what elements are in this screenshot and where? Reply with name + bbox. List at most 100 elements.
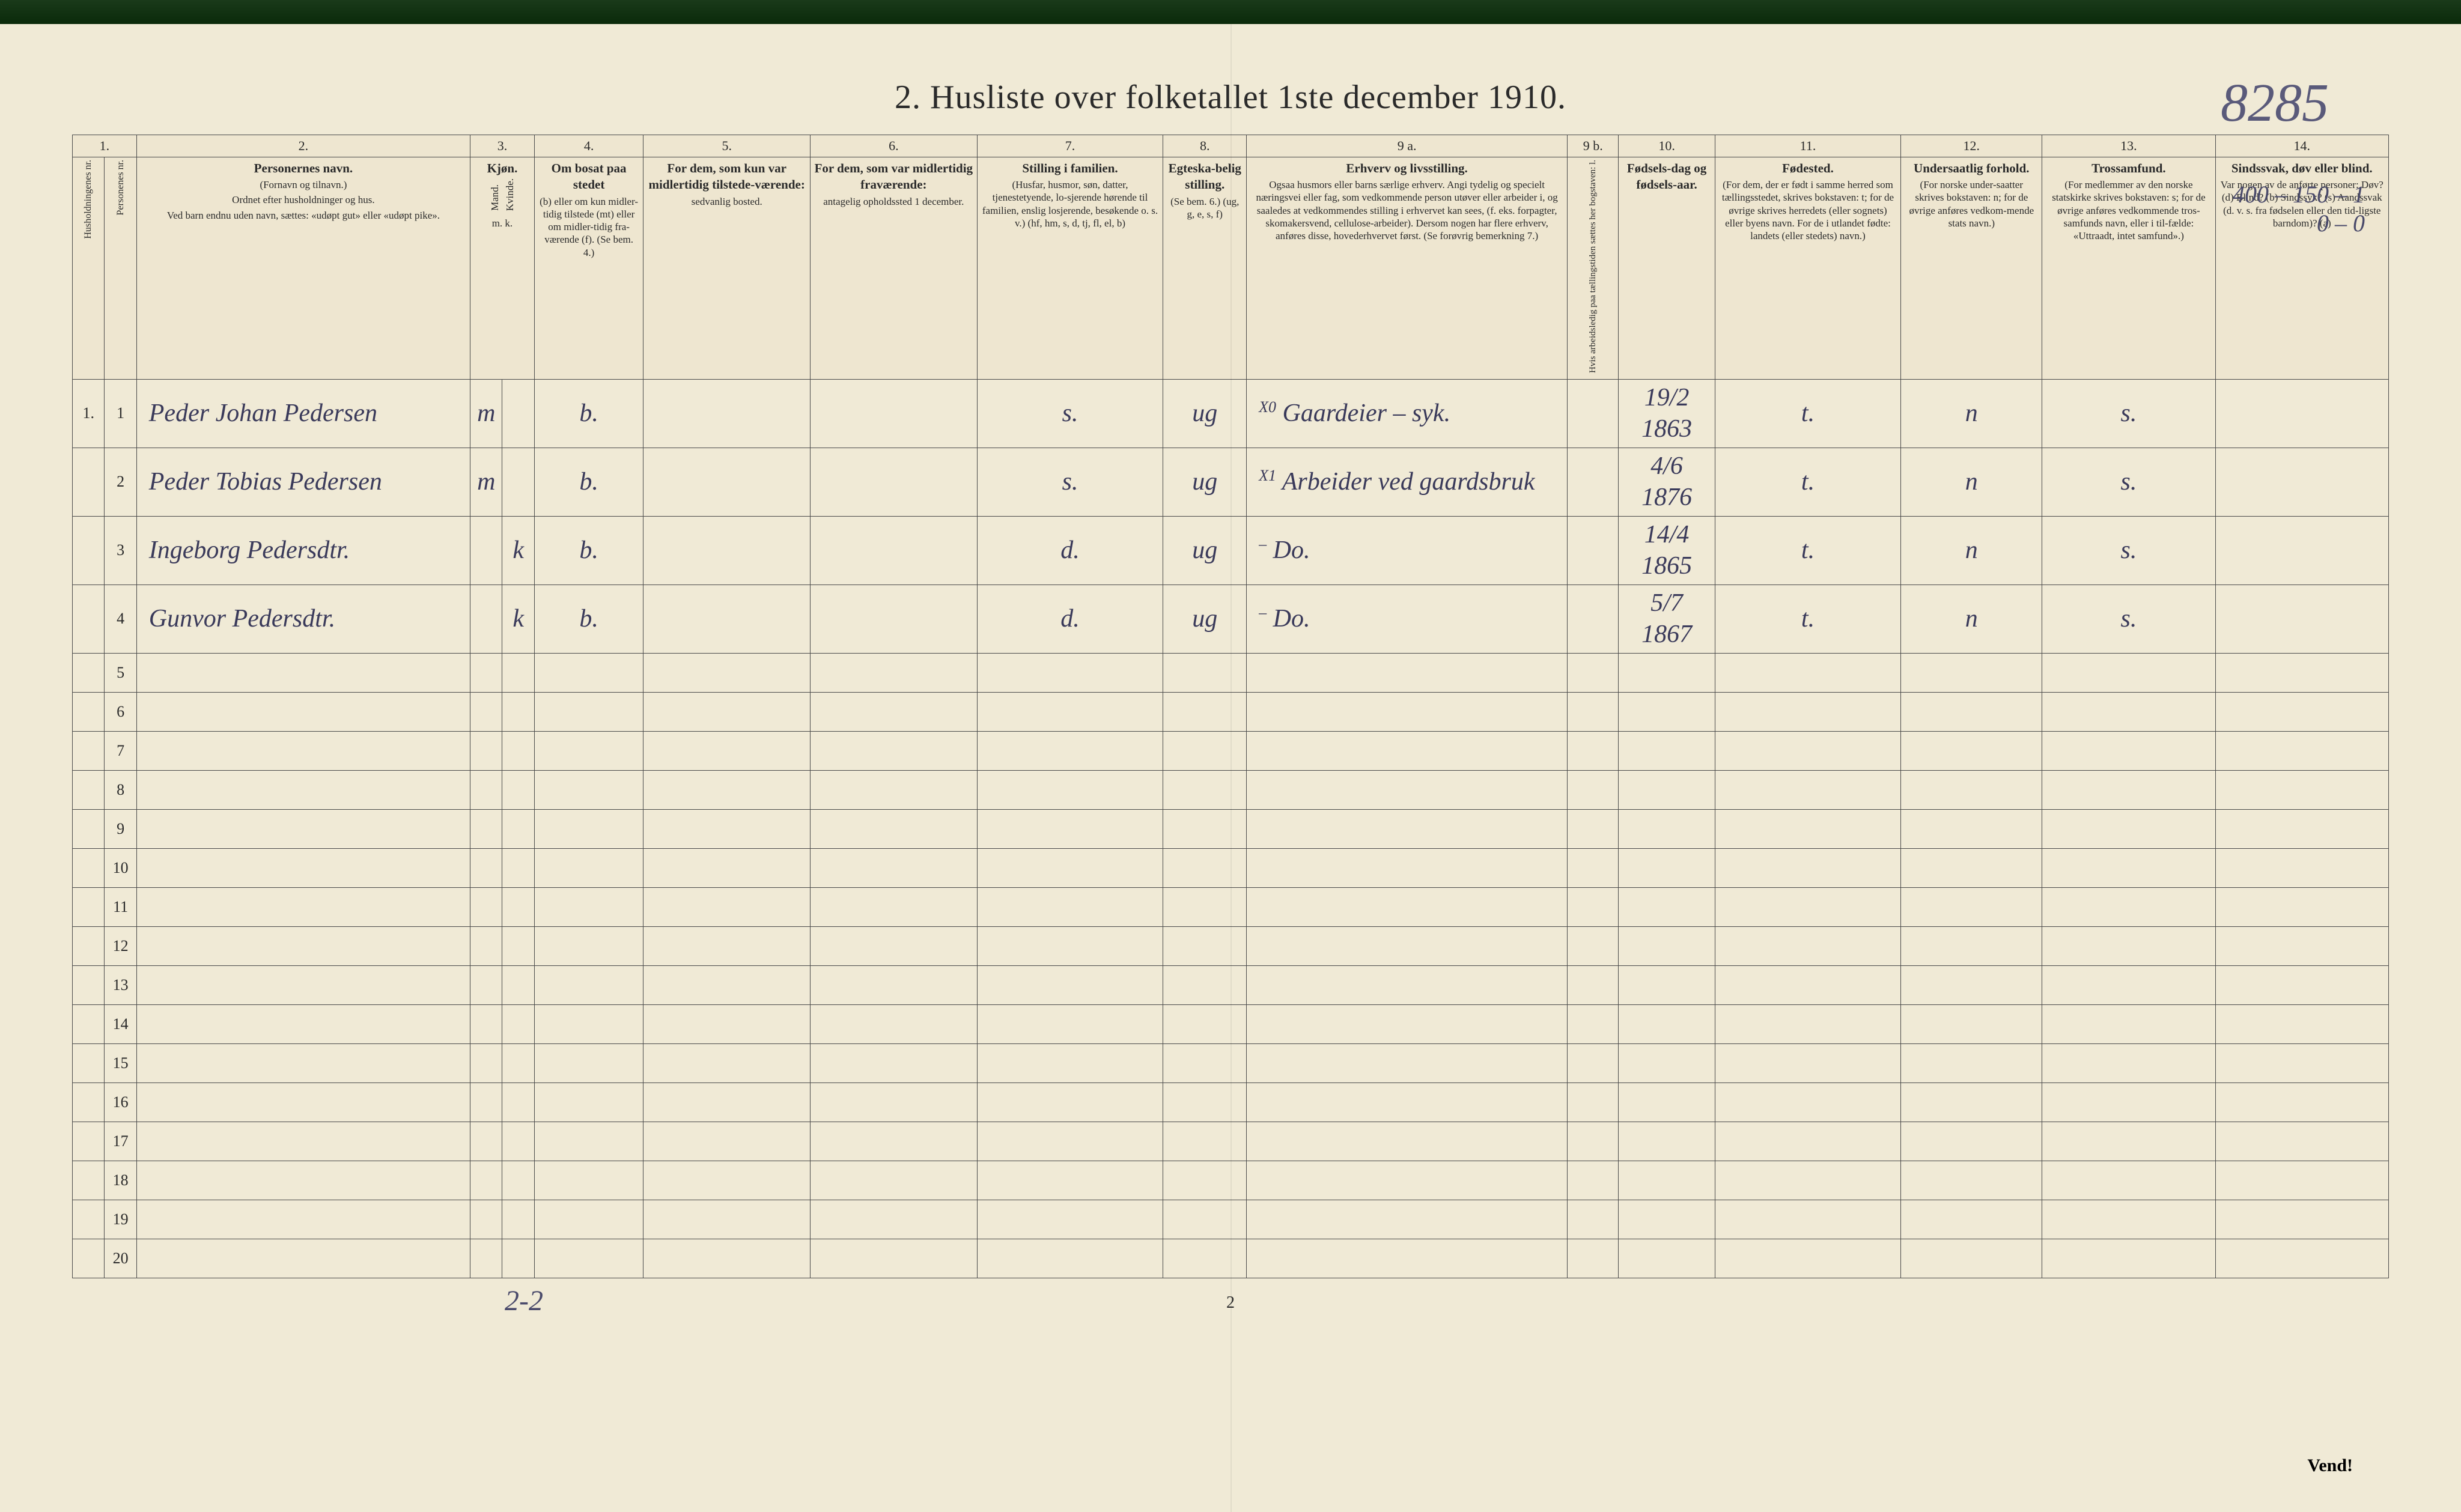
fodested xyxy=(1715,770,1901,809)
page-reference-number: 8285 xyxy=(2221,72,2329,134)
person-no: 8 xyxy=(105,770,136,809)
undersaat xyxy=(1901,887,2042,926)
sex-k xyxy=(502,653,534,692)
arbeidsledig xyxy=(1568,809,1619,848)
bosat: b. xyxy=(534,584,643,653)
person-no: 5 xyxy=(105,653,136,692)
undersaat xyxy=(1901,770,2042,809)
colnum-14: 14. xyxy=(2215,135,2388,157)
bosat xyxy=(534,731,643,770)
arbeidsledig xyxy=(1568,448,1619,516)
sex-k xyxy=(502,809,534,848)
undersaat xyxy=(1901,1004,2042,1043)
colnum-11: 11. xyxy=(1715,135,1901,157)
hdr-bosat: Om bosat paa stedet (b) eller om kun mid… xyxy=(534,157,643,379)
egteskab xyxy=(1163,887,1247,926)
bosat xyxy=(534,965,643,1004)
fodested xyxy=(1715,809,1901,848)
stilling-familie xyxy=(977,1004,1163,1043)
person-name xyxy=(136,653,470,692)
stilling-familie xyxy=(977,1200,1163,1239)
trossamfund xyxy=(2042,1043,2215,1082)
arbeidsledig xyxy=(1568,1239,1619,1278)
sex-k xyxy=(502,731,534,770)
fodested xyxy=(1715,887,1901,926)
sindssvak xyxy=(2215,926,2388,965)
bosat xyxy=(534,653,643,692)
person-no: 16 xyxy=(105,1082,136,1122)
person-name xyxy=(136,1161,470,1200)
midl-tilstede xyxy=(643,584,811,653)
colnum-5: 5. xyxy=(643,135,811,157)
undersaat xyxy=(1901,653,2042,692)
sindssvak xyxy=(2215,1239,2388,1278)
erhverv xyxy=(1247,1239,1568,1278)
midl-tilstede xyxy=(643,1239,811,1278)
sex-k xyxy=(502,1082,534,1122)
sex-m xyxy=(470,692,502,731)
fodselsdag: 4/6 1876 xyxy=(1619,448,1715,516)
margin-annotation: 400 – 150 – 1 0 – 0 xyxy=(2233,180,2365,238)
hh-no xyxy=(73,887,105,926)
fodselsdag xyxy=(1619,692,1715,731)
stilling-familie: s. xyxy=(977,448,1163,516)
trossamfund xyxy=(2042,653,2215,692)
stilling-familie xyxy=(977,1043,1163,1082)
person-no: 9 xyxy=(105,809,136,848)
midl-fravaer xyxy=(811,926,978,965)
fodested xyxy=(1715,1043,1901,1082)
sex-k xyxy=(502,965,534,1004)
undersaat xyxy=(1901,1082,2042,1122)
hh-no xyxy=(73,1004,105,1043)
midl-fravaer xyxy=(811,809,978,848)
sindssvak xyxy=(2215,1122,2388,1161)
erhverv: X0 Gaardeier – syk. xyxy=(1247,379,1568,448)
erhverv xyxy=(1247,770,1568,809)
egteskab xyxy=(1163,1239,1247,1278)
fodselsdag xyxy=(1619,926,1715,965)
hh-no xyxy=(73,848,105,887)
person-no: 12 xyxy=(105,926,136,965)
person-no: 19 xyxy=(105,1200,136,1239)
stilling-familie xyxy=(977,1161,1163,1200)
arbeidsledig xyxy=(1568,653,1619,692)
hdr-person-no: Personenes nr. xyxy=(105,157,136,379)
arbeidsledig xyxy=(1568,1161,1619,1200)
erhverv xyxy=(1247,887,1568,926)
trossamfund xyxy=(2042,809,2215,848)
person-name xyxy=(136,731,470,770)
stilling-familie xyxy=(977,1122,1163,1161)
stilling-familie: s. xyxy=(977,379,1163,448)
midl-tilstede xyxy=(643,926,811,965)
undersaat xyxy=(1901,809,2042,848)
sindssvak xyxy=(2215,448,2388,516)
midl-fravaer xyxy=(811,379,978,448)
sex-m xyxy=(470,848,502,887)
trossamfund xyxy=(2042,731,2215,770)
trossamfund xyxy=(2042,1004,2215,1043)
stilling-familie xyxy=(977,1082,1163,1122)
sindssvak xyxy=(2215,584,2388,653)
arbeidsledig xyxy=(1568,692,1619,731)
fodested xyxy=(1715,926,1901,965)
erhverv xyxy=(1247,1122,1568,1161)
fodselsdag xyxy=(1619,731,1715,770)
sindssvak xyxy=(2215,692,2388,731)
sex-m xyxy=(470,731,502,770)
sex-m xyxy=(470,1200,502,1239)
trossamfund xyxy=(2042,1239,2215,1278)
undersaat xyxy=(1901,1122,2042,1161)
fodselsdag xyxy=(1619,653,1715,692)
sindssvak xyxy=(2215,887,2388,926)
egteskab xyxy=(1163,770,1247,809)
arbeidsledig xyxy=(1568,379,1619,448)
sex-k xyxy=(502,379,534,448)
person-no: 13 xyxy=(105,965,136,1004)
person-no: 15 xyxy=(105,1043,136,1082)
person-name: Peder Tobias Pedersen xyxy=(136,448,470,516)
hdr-sex: Kjøn. Mand. Kvinde. m. k. xyxy=(470,157,535,379)
arbeidsledig xyxy=(1568,887,1619,926)
egteskab xyxy=(1163,653,1247,692)
person-no: 7 xyxy=(105,731,136,770)
egteskab xyxy=(1163,1122,1247,1161)
